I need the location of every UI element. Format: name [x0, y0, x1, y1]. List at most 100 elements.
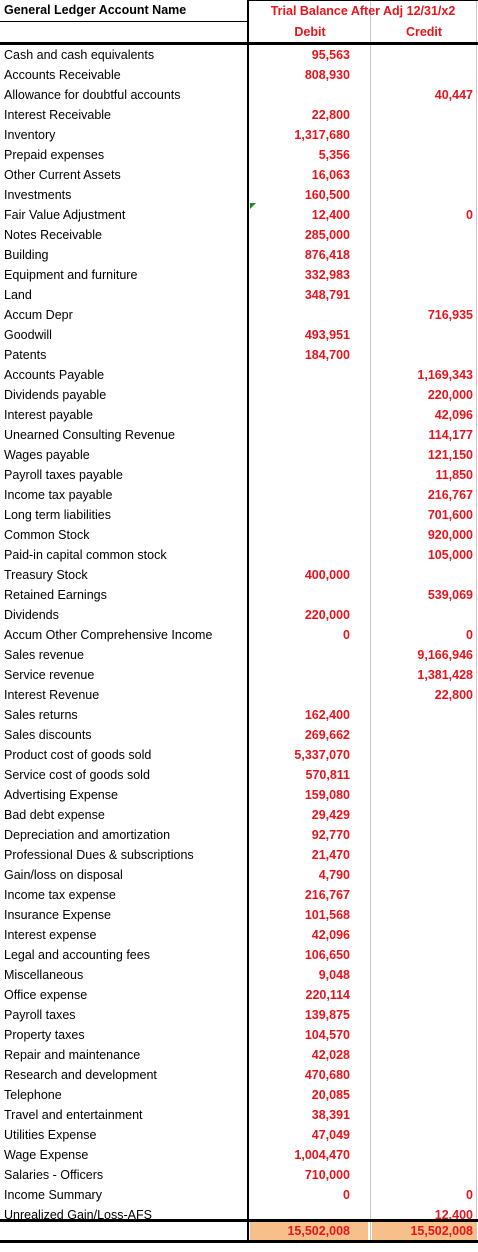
credit-cell[interactable]: [372, 605, 473, 625]
credit-cell[interactable]: [372, 165, 473, 185]
credit-cell[interactable]: [372, 45, 473, 65]
debit-cell[interactable]: 29,429: [311, 808, 350, 822]
debit-cell[interactable]: [248, 645, 350, 665]
account-name-cell[interactable]: Treasury Stock: [4, 568, 88, 582]
account-name-cell[interactable]: Miscellaneous: [4, 968, 84, 982]
account-name-cell[interactable]: Property taxes: [4, 1028, 85, 1042]
credit-cell[interactable]: [372, 225, 473, 245]
credit-cell[interactable]: 539,069: [427, 588, 473, 602]
debit-cell[interactable]: 106,650: [304, 948, 350, 962]
debit-cell[interactable]: 16,063: [311, 168, 350, 182]
account-name-cell[interactable]: Cash and cash equivalents: [4, 48, 155, 62]
debit-cell[interactable]: [248, 305, 350, 325]
account-name-cell[interactable]: Allowance for doubtful accounts: [4, 88, 181, 102]
account-name-cell[interactable]: Professional Dues & subscriptions: [4, 848, 194, 862]
account-name-cell[interactable]: Gain/loss on disposal: [4, 868, 123, 882]
debit-cell[interactable]: 0: [343, 1188, 350, 1202]
debit-cell[interactable]: [248, 665, 350, 685]
debit-cell[interactable]: 5,356: [318, 148, 350, 162]
account-name-cell[interactable]: Land: [4, 288, 32, 302]
credit-cell[interactable]: [372, 105, 473, 125]
account-name-cell[interactable]: Insurance Expense: [4, 908, 112, 922]
debit-cell[interactable]: 1,004,470: [294, 1148, 350, 1162]
debit-cell[interactable]: 159,080: [304, 788, 350, 802]
debit-cell[interactable]: 876,418: [304, 248, 350, 262]
debit-cell[interactable]: 470,680: [304, 1068, 350, 1082]
credit-cell[interactable]: 701,600: [427, 508, 473, 522]
account-name-cell[interactable]: Interest expense: [4, 928, 97, 942]
credit-cell[interactable]: 1,169,343: [417, 368, 473, 382]
credit-cell[interactable]: 1,381,428: [417, 668, 473, 682]
debit-cell[interactable]: 0: [343, 628, 350, 642]
credit-cell[interactable]: [372, 885, 473, 905]
debit-cell[interactable]: 808,930: [304, 68, 350, 82]
debit-cell[interactable]: 5,337,070: [294, 748, 350, 762]
debit-cell[interactable]: 92,770: [311, 828, 350, 842]
credit-cell[interactable]: 11,850: [435, 468, 473, 482]
credit-cell[interactable]: [372, 65, 473, 85]
account-name-cell[interactable]: Retained Earnings: [4, 588, 107, 602]
debit-cell[interactable]: [248, 425, 350, 445]
account-name-cell[interactable]: Goodwill: [4, 328, 52, 342]
debit-cell[interactable]: 104,570: [304, 1028, 350, 1042]
account-name-cell[interactable]: Other Current Assets: [4, 168, 121, 182]
debit-cell[interactable]: 710,000: [304, 1168, 350, 1182]
debit-cell[interactable]: [248, 365, 350, 385]
credit-cell[interactable]: 42,096: [434, 408, 473, 422]
account-name-cell[interactable]: Service revenue: [4, 668, 95, 682]
account-name-cell[interactable]: Prepaid expenses: [4, 148, 105, 162]
debit-cell[interactable]: [248, 405, 350, 425]
account-name-cell[interactable]: Investments: [4, 188, 72, 202]
credit-cell[interactable]: [372, 825, 473, 845]
debit-cell[interactable]: [248, 445, 350, 465]
account-name-cell[interactable]: Building: [4, 248, 49, 262]
credit-cell[interactable]: [372, 1085, 473, 1105]
debit-cell[interactable]: 21,470: [311, 848, 350, 862]
debit-cell[interactable]: [248, 385, 350, 405]
debit-cell[interactable]: 220,114: [305, 988, 351, 1002]
account-name-cell[interactable]: Unrealized Gain/Loss-AFS: [4, 1208, 152, 1222]
debit-cell[interactable]: 1,317,680: [294, 128, 350, 142]
credit-cell[interactable]: [372, 1145, 473, 1165]
account-name-cell[interactable]: Sales returns: [4, 708, 78, 722]
debit-total[interactable]: 15,502,008: [287, 1224, 350, 1238]
credit-cell[interactable]: [372, 845, 473, 865]
debit-cell[interactable]: 139,875: [304, 1008, 350, 1022]
account-name-cell[interactable]: Travel and entertainment: [4, 1108, 143, 1122]
credit-cell[interactable]: 0: [466, 628, 473, 642]
credit-cell[interactable]: [372, 805, 473, 825]
credit-cell[interactable]: 105,000: [427, 548, 473, 562]
account-name-cell[interactable]: Interest payable: [4, 408, 93, 422]
debit-cell[interactable]: 47,049: [311, 1128, 350, 1142]
credit-cell[interactable]: 0: [466, 208, 473, 222]
debit-cell[interactable]: 42,028: [311, 1048, 350, 1062]
account-name-cell[interactable]: Repair and maintenance: [4, 1048, 141, 1062]
account-name-cell[interactable]: Income tax payable: [4, 488, 113, 502]
debit-cell[interactable]: 493,951: [304, 328, 350, 342]
account-name-cell[interactable]: Patents: [4, 348, 47, 362]
account-name-cell[interactable]: Common Stock: [4, 528, 90, 542]
debit-cell[interactable]: 348,791: [304, 288, 350, 302]
account-name-cell[interactable]: Service cost of goods sold: [4, 768, 150, 782]
account-name-cell[interactable]: Office expense: [4, 988, 88, 1002]
debit-cell[interactable]: 4,790: [318, 868, 350, 882]
account-name-cell[interactable]: Paid-in capital common stock: [4, 548, 167, 562]
account-name-cell[interactable]: Payroll taxes payable: [4, 468, 123, 482]
account-name-cell[interactable]: Accounts Payable: [4, 368, 105, 382]
account-name-cell[interactable]: Salaries - Officers: [4, 1168, 104, 1182]
account-name-cell[interactable]: Interest Receivable: [4, 108, 112, 122]
debit-cell[interactable]: 38,391: [311, 1108, 350, 1122]
account-name-cell[interactable]: Product cost of goods sold: [4, 748, 152, 762]
account-name-cell[interactable]: Wages payable: [4, 448, 90, 462]
debit-cell[interactable]: 95,563: [311, 48, 350, 62]
debit-cell[interactable]: [248, 85, 350, 105]
account-name-cell[interactable]: Interest Revenue: [4, 688, 100, 702]
credit-cell[interactable]: [372, 765, 473, 785]
debit-cell[interactable]: [248, 685, 350, 705]
credit-cell[interactable]: [372, 925, 473, 945]
credit-cell[interactable]: 9,166,946: [417, 648, 473, 662]
credit-cell[interactable]: [372, 745, 473, 765]
credit-cell[interactable]: [372, 145, 473, 165]
account-name-cell[interactable]: Wage Expense: [4, 1148, 89, 1162]
account-name-cell[interactable]: Depreciation and amortization: [4, 828, 171, 842]
